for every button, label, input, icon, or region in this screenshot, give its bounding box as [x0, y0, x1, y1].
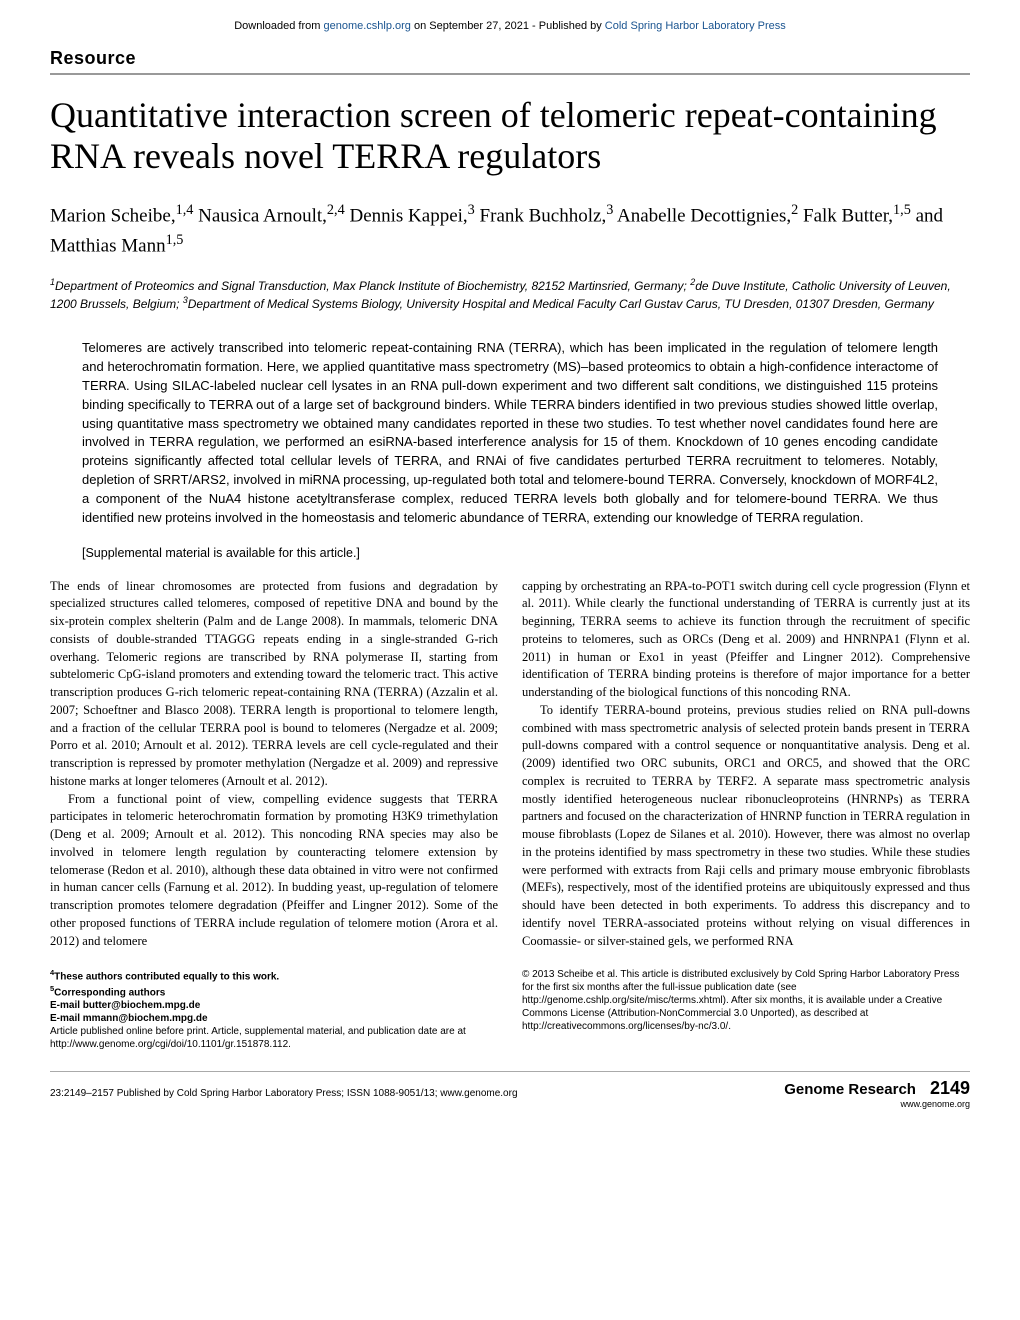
download-prefix: Downloaded from — [234, 20, 323, 32]
journal-name: Genome Research — [784, 1081, 916, 1098]
footer-left: 23:2149–2157 Published by Cold Spring Ha… — [50, 1088, 518, 1099]
resource-label: Resource — [50, 48, 136, 68]
footnote-right: © 2013 Scheibe et al. This article is di… — [522, 968, 970, 1051]
paper-title: Quantitative interaction screen of telom… — [50, 95, 970, 178]
download-middle: on September 27, 2021 - Published by — [411, 20, 605, 32]
journal-url: www.genome.org — [900, 1099, 970, 1109]
body-para-3: capping by orchestrating an RPA-to-POT1 … — [522, 578, 970, 702]
page-number: 2149 — [930, 1078, 970, 1098]
resource-header: Resource — [50, 48, 970, 75]
body-para-1: The ends of linear chromosomes are prote… — [50, 578, 498, 791]
body-para-4: To identify TERRA-bound proteins, previo… — [522, 702, 970, 951]
footer-bar: 23:2149–2157 Published by Cold Spring Ha… — [50, 1071, 970, 1110]
body-columns: The ends of linear chromosomes are prote… — [50, 578, 970, 951]
authors: Marion Scheibe,1,4 Nausica Arnoult,2,4 D… — [50, 200, 970, 260]
footer-right: Genome Research 2149 www.genome.org — [784, 1078, 970, 1110]
footnote-left: 4These authors contributed equally to th… — [50, 968, 498, 1051]
abstract: Telomeres are actively transcribed into … — [82, 339, 938, 527]
affiliations: 1Department of Proteomics and Signal Tra… — [50, 276, 970, 314]
column-left: The ends of linear chromosomes are prote… — [50, 578, 498, 951]
download-bar: Downloaded from genome.cshlp.org on Sept… — [50, 20, 970, 40]
supplemental-note: [Supplemental material is available for … — [82, 546, 938, 560]
download-link-1[interactable]: genome.cshlp.org — [323, 20, 410, 32]
column-right: capping by orchestrating an RPA-to-POT1 … — [522, 578, 970, 951]
download-link-2[interactable]: Cold Spring Harbor Laboratory Press — [605, 20, 786, 32]
body-para-2: From a functional point of view, compell… — [50, 791, 498, 951]
footnotes: 4These authors contributed equally to th… — [50, 968, 970, 1051]
